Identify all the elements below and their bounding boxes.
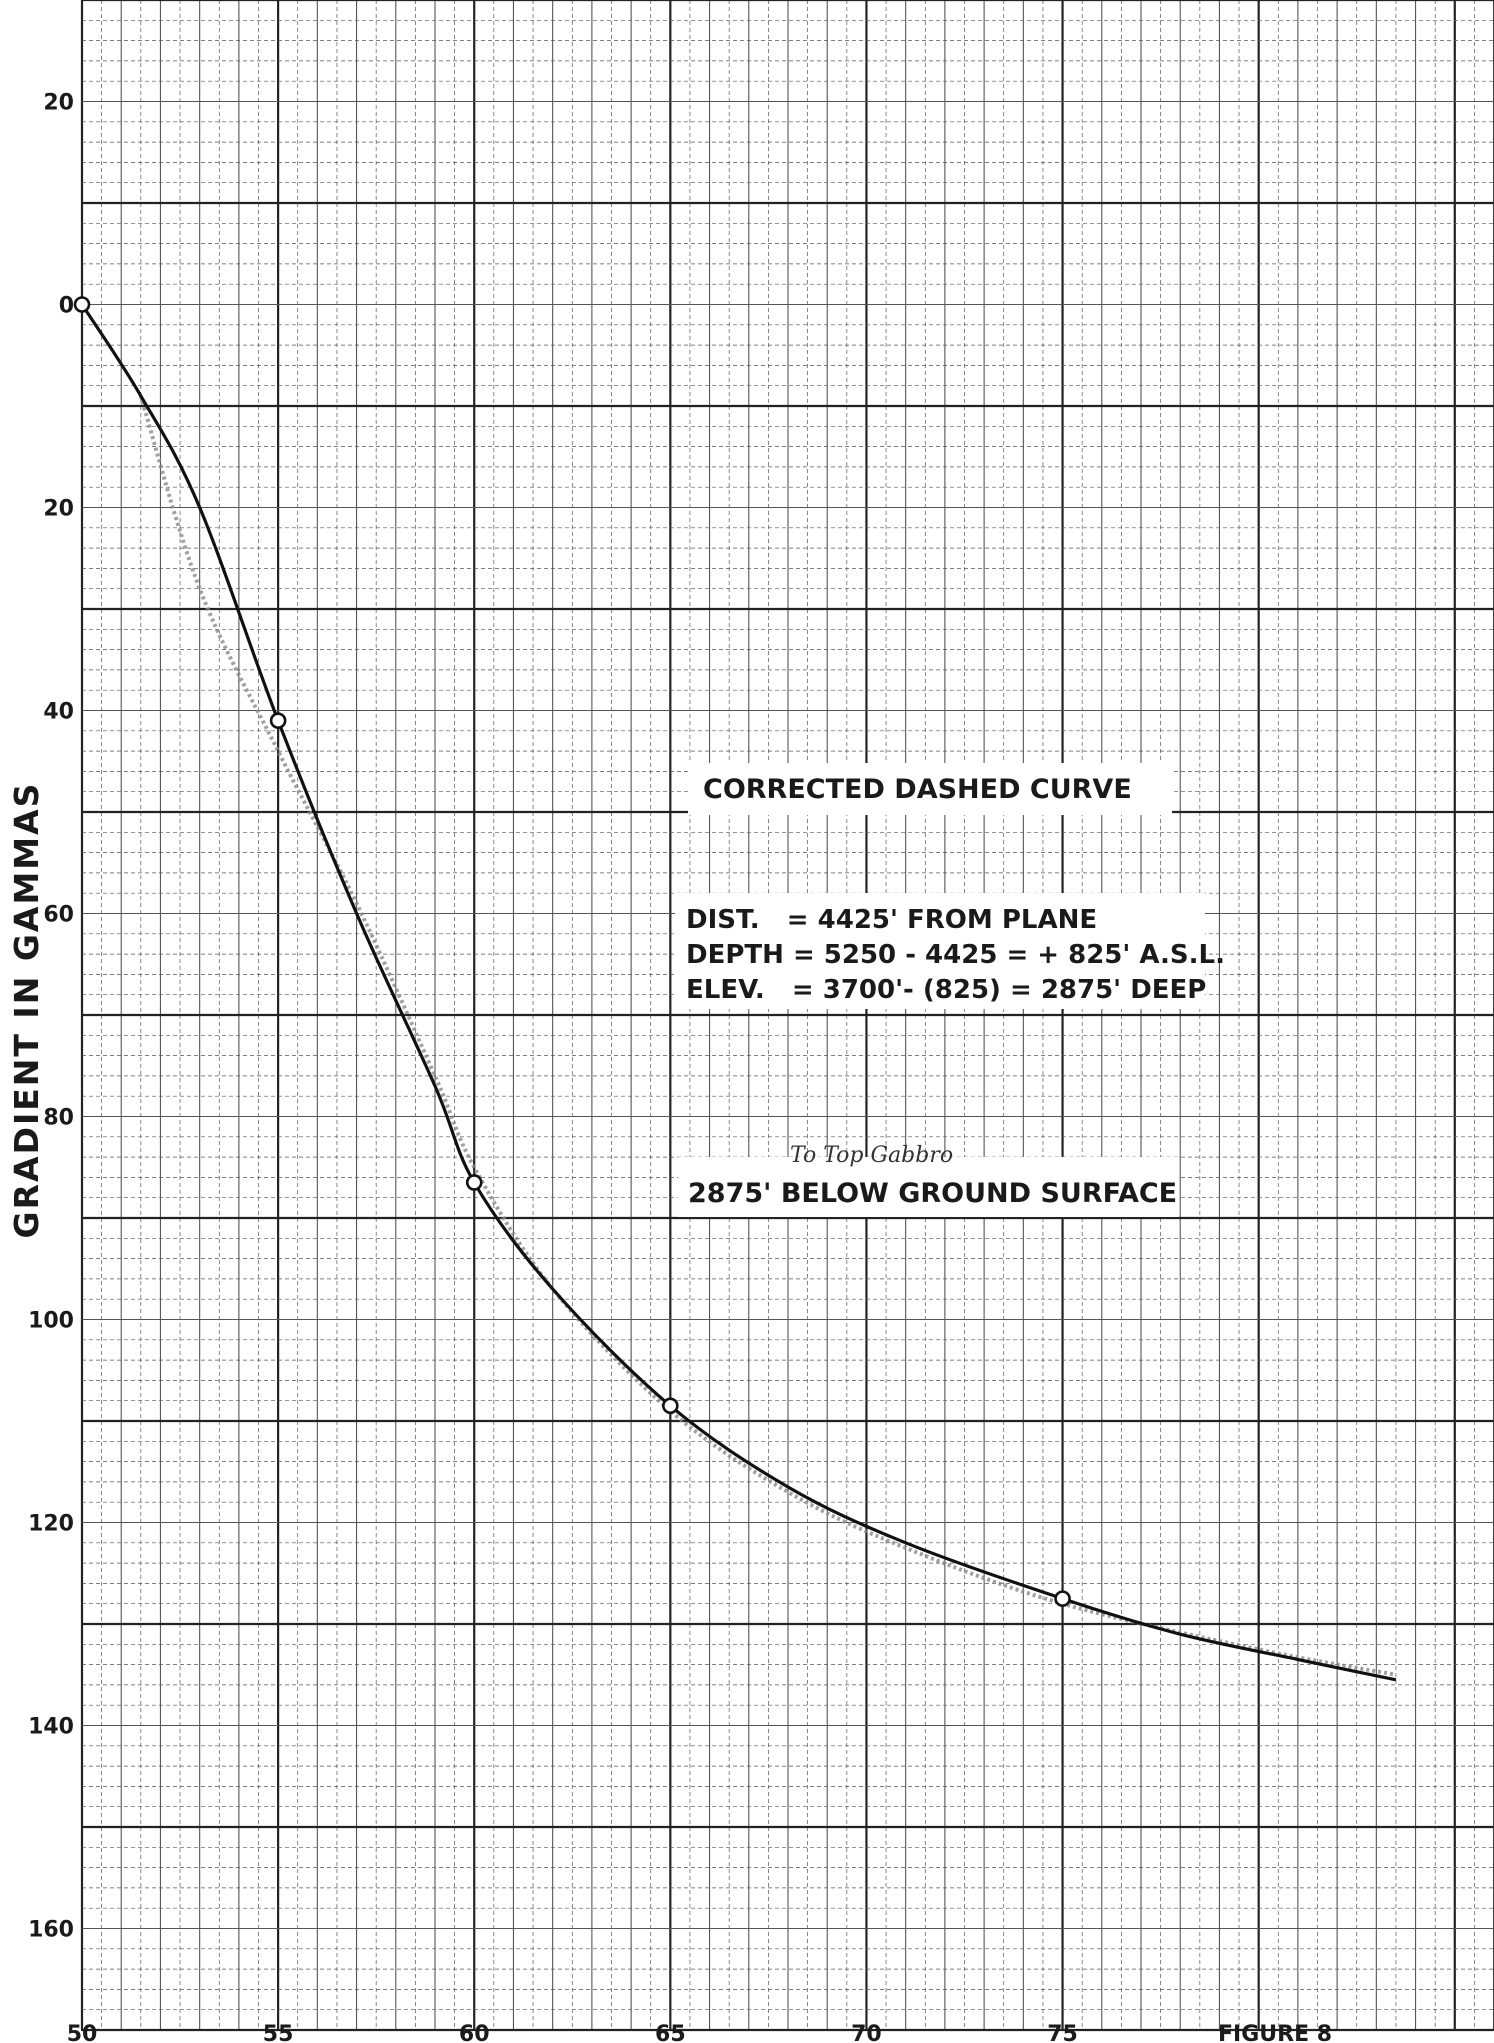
x-tick-labels: 50 55 60 65 70 75 bbox=[67, 2022, 1078, 2043]
annotation-handwritten: To Top Gabbro bbox=[790, 1143, 953, 1168]
x-tick-label: 60 bbox=[459, 2022, 490, 2043]
annotation-depth: DEPTH = 5250 - 4425 = + 825' A.S.L. bbox=[686, 940, 1225, 970]
x-tick-label: 65 bbox=[655, 2022, 686, 2043]
annotation-box-corrected bbox=[688, 763, 1172, 815]
y-tick-label: 80 bbox=[43, 1106, 74, 1131]
y-tick-label: 40 bbox=[43, 700, 74, 725]
annotation-corrected: CORRECTED DASHED CURVE bbox=[703, 774, 1132, 805]
data-point bbox=[662, 1397, 679, 1415]
annotation-box-calc bbox=[675, 893, 1205, 1009]
y-tick-label: 20 bbox=[43, 497, 74, 522]
y-tick-label: 0 bbox=[59, 294, 74, 319]
y-axis-label: GRADIENT IN GAMMAS bbox=[7, 782, 46, 1239]
series-line bbox=[80, 303, 1397, 1682]
annotation-below: 2875' BELOW GROUND SURFACE bbox=[688, 1178, 1177, 1209]
annotation-elev: ELEV. = 3700'- (825) = 2875' DEEP bbox=[686, 975, 1206, 1005]
y-tick-label: 140 bbox=[28, 1715, 74, 1740]
x-tick-label: 75 bbox=[1047, 2022, 1078, 2043]
y-tick-label: 160 bbox=[28, 1918, 74, 1943]
y-tick-labels: 20 0 20 40 60 80 100 120 140 160 bbox=[28, 91, 74, 1943]
data-point bbox=[73, 296, 91, 313]
figure-label: FIGURE 8 bbox=[1218, 2022, 1332, 2043]
x-tick-label: 50 bbox=[67, 2022, 98, 2043]
annotation-box-below bbox=[678, 1157, 1178, 1217]
grid bbox=[80, 0, 1494, 2032]
y-tick-label: 60 bbox=[43, 903, 74, 928]
y-tick-label: 20 bbox=[43, 91, 74, 116]
data-point bbox=[269, 712, 287, 729]
annotation-dist: DIST. = 4425' FROM PLANE bbox=[686, 905, 1097, 935]
y-tick-label: 100 bbox=[28, 1309, 74, 1334]
data-point bbox=[465, 1174, 483, 1191]
x-tick-label: 55 bbox=[263, 2022, 294, 2043]
data-points bbox=[73, 296, 1071, 1607]
x-tick-label: 70 bbox=[851, 2022, 882, 2043]
y-tick-label: 120 bbox=[28, 1512, 74, 1537]
data-point bbox=[1054, 1590, 1071, 1607]
